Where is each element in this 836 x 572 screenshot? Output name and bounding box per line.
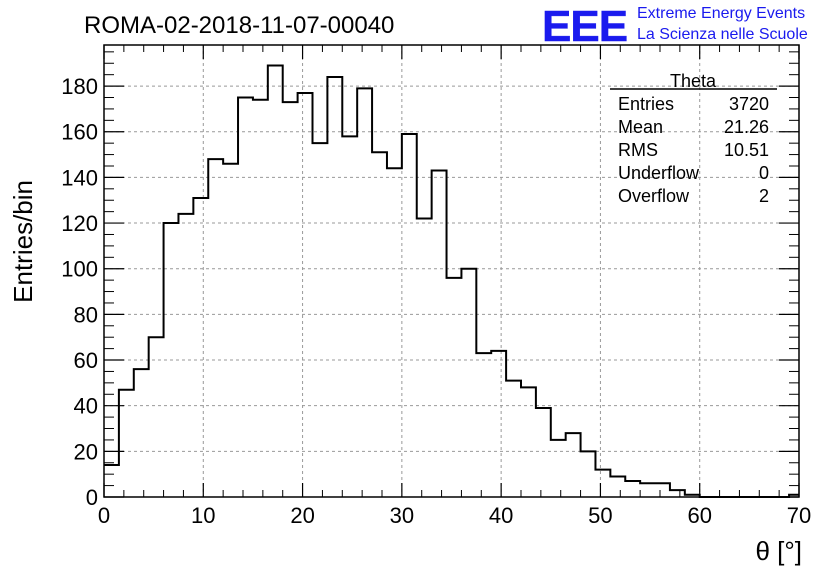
stats-row-label: Mean <box>618 117 663 137</box>
y-tick-label: 80 <box>74 302 98 327</box>
stats-row-label: Entries <box>618 94 674 114</box>
x-tick-label: 40 <box>489 503 513 528</box>
y-tick-label: 120 <box>61 211 98 236</box>
y-axis-label: Entries/bin <box>8 180 38 303</box>
stats-row-label: RMS <box>618 140 658 160</box>
y-tick-label: 180 <box>61 74 98 99</box>
stats-rows: Entries 3720 Mean 21.26 RMS 10.51 Underflow 0 Ov… <box>618 94 769 206</box>
x-tick-label: 30 <box>390 503 414 528</box>
x-tick-label: 70 <box>787 503 811 528</box>
grid-lines <box>104 45 799 497</box>
eee-logo: EEE Extreme Energy Events La Scienza nel… <box>542 2 808 52</box>
x-tick-label: 50 <box>588 503 612 528</box>
x-tick-label: 10 <box>191 503 215 528</box>
stats-row-label: Overflow <box>618 186 690 206</box>
y-tick-label: 140 <box>61 165 98 190</box>
stats-box: Theta Entries 3720 Mean 21.26 RMS 10.51 Underf… <box>610 71 777 206</box>
y-tick-labels: 0 20 40 60 80 100 120 140 160 180 <box>61 74 98 510</box>
y-tick-label: 160 <box>61 120 98 145</box>
chart-title: ROMA-02-2018-11-07-00040 <box>84 12 394 39</box>
stats-row-value: 10.51 <box>724 140 769 160</box>
stats-row-value: 3720 <box>729 94 769 114</box>
y-tick-label: 60 <box>74 348 98 373</box>
x-axis-label: θ [°] <box>755 536 802 566</box>
x-tick-label: 60 <box>687 503 711 528</box>
eee-logo-line1: Extreme Energy Events <box>637 5 805 22</box>
eee-logo-line2: La Scienza nelle Scuole <box>637 26 808 43</box>
histogram-outline <box>104 64 799 498</box>
y-tick-label: 40 <box>74 394 98 419</box>
axis-ticks <box>103 45 800 498</box>
plot-frame <box>103 44 800 498</box>
stats-row-value: 21.26 <box>724 117 769 137</box>
x-tick-labels: 0 10 20 30 40 50 60 70 <box>98 503 811 528</box>
y-tick-label: 0 <box>86 485 98 510</box>
stats-box-title: Theta <box>670 71 717 91</box>
stats-row-label: Underflow <box>618 163 700 183</box>
eee-logo-mark: EEE <box>542 2 627 51</box>
stats-row-value: 2 <box>759 186 769 206</box>
x-tick-label: 0 <box>98 503 110 528</box>
stats-row-value: 0 <box>759 163 769 183</box>
y-tick-label: 100 <box>61 257 98 282</box>
x-tick-label: 20 <box>290 503 314 528</box>
y-tick-label: 20 <box>74 439 98 464</box>
